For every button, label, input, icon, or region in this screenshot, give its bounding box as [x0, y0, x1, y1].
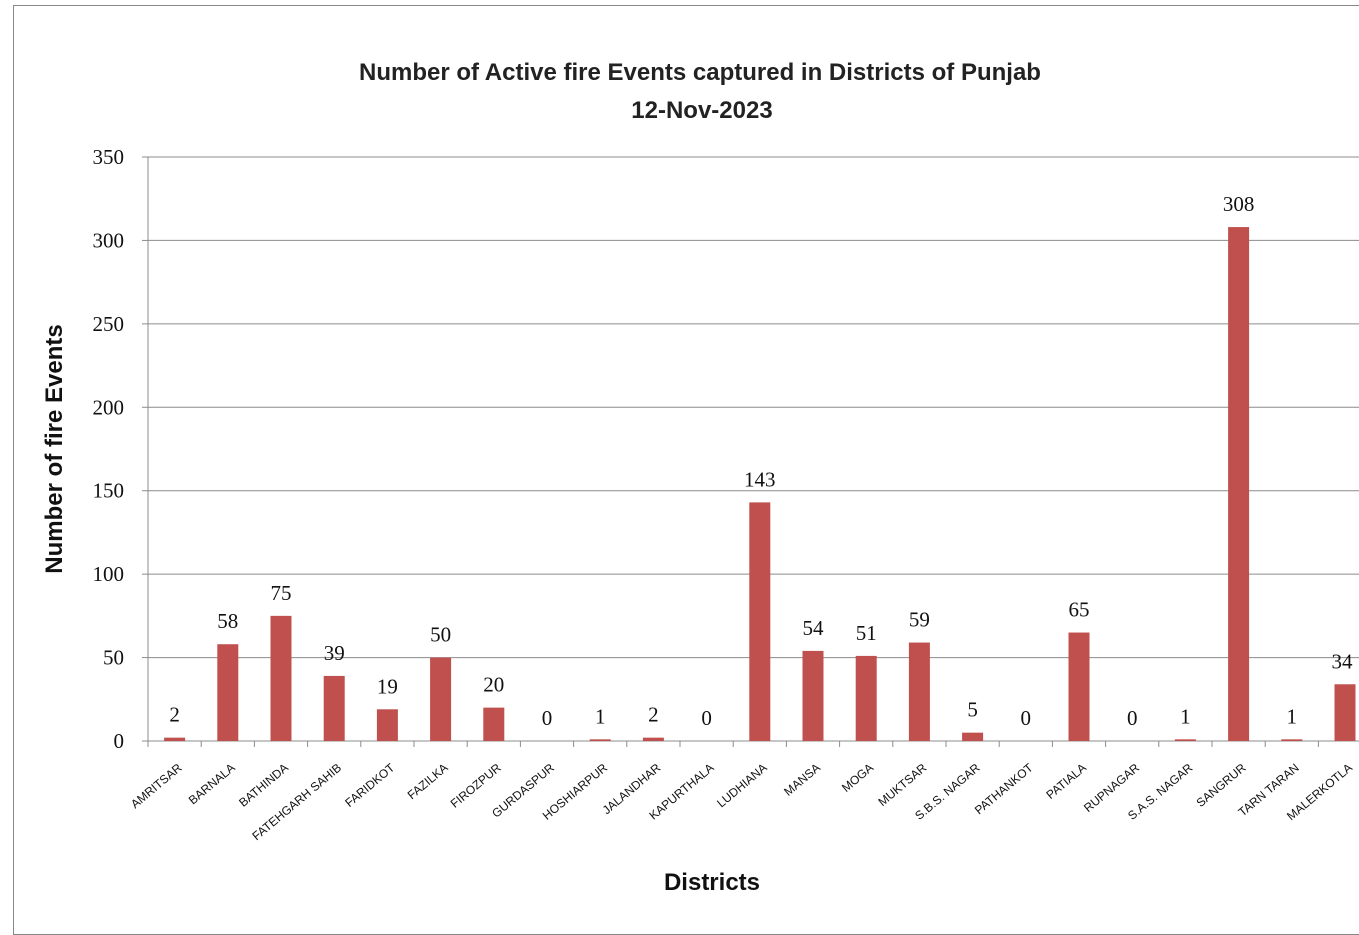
- chart-subtitle: 12-Nov-2023: [631, 97, 772, 124]
- chart-title: Number of Active fire Events captured in…: [359, 59, 1041, 86]
- bar: [376, 709, 398, 741]
- y-axis-title: Number of fire Events: [41, 324, 68, 573]
- x-tick-label: AMRITSAR: [128, 760, 185, 811]
- data-label: 65: [1069, 598, 1090, 622]
- bar: [323, 675, 345, 741]
- data-label: 0: [701, 706, 712, 730]
- data-label: 0: [1021, 706, 1032, 730]
- x-tick-label: FARIDKOT: [342, 760, 397, 810]
- data-label: 0: [542, 706, 553, 730]
- x-tick-label: LUDHIANA: [714, 761, 769, 811]
- data-label: 58: [217, 609, 238, 633]
- bar: [430, 657, 452, 741]
- bars: [164, 227, 1356, 741]
- data-label: 1: [595, 704, 606, 728]
- bar: [749, 502, 771, 741]
- y-tick-label: 150: [93, 479, 125, 503]
- y-tick-label: 100: [93, 562, 125, 586]
- x-tick-label: BATHINDA: [236, 761, 291, 810]
- bar: [802, 650, 824, 741]
- bar: [164, 737, 186, 741]
- y-tick-label: 0: [114, 729, 125, 753]
- y-tick-labels: 0 50 100 150 200 250 300 350: [93, 145, 125, 753]
- data-label: 2: [648, 703, 659, 727]
- bar: [217, 644, 239, 741]
- y-tick-label: 200: [93, 395, 125, 419]
- data-label: 1: [1287, 704, 1298, 728]
- x-tick-label: MOGA: [839, 761, 876, 795]
- data-label: 1: [1180, 704, 1191, 728]
- y-tick-label: 50: [103, 646, 124, 670]
- x-tick-label: MANSA: [781, 761, 823, 799]
- data-label: 20: [483, 673, 504, 697]
- y-tick-label: 350: [93, 145, 125, 169]
- data-label: 0: [1127, 706, 1138, 730]
- data-label: 5: [967, 698, 978, 722]
- bar: [483, 707, 505, 741]
- bar: [1068, 632, 1090, 741]
- y-tick-label: 250: [93, 312, 125, 336]
- data-label: 39: [324, 641, 345, 665]
- x-axis-title: Districts: [664, 869, 760, 896]
- x-tick-label: BARNALA: [186, 761, 238, 808]
- x-tick-label: SANGRUR: [1194, 760, 1249, 810]
- data-label: 50: [430, 623, 451, 647]
- bar: [1174, 739, 1196, 741]
- bar: [1281, 739, 1303, 741]
- bar: [589, 739, 611, 741]
- data-label: 54: [803, 616, 825, 640]
- x-tick-label: PATIALA: [1043, 761, 1088, 802]
- data-label: 2: [169, 703, 180, 727]
- bar: [855, 655, 877, 741]
- data-label: 308: [1223, 192, 1255, 216]
- x-tick-label: FIROZPUR: [448, 760, 504, 810]
- bar: [908, 642, 930, 741]
- bar: [270, 615, 292, 741]
- bar: [1228, 227, 1250, 741]
- data-label: 51: [856, 621, 877, 645]
- x-tick-label: PATHANKOT: [972, 760, 1036, 817]
- bar: [962, 732, 984, 741]
- bar: [1334, 684, 1356, 741]
- data-label: 143: [744, 467, 776, 491]
- x-tick-label: FAZILKA: [405, 761, 451, 803]
- data-label: 75: [271, 581, 292, 605]
- y-tick-label: 300: [93, 228, 125, 252]
- data-label: 59: [909, 608, 930, 632]
- x-tick-label: FATEHGARH SAHIB: [249, 761, 344, 844]
- bar: [642, 737, 664, 741]
- chart-frame: [13, 5, 1359, 935]
- x-tick-label: MUKTSAR: [875, 760, 929, 809]
- data-label: 19: [377, 674, 398, 698]
- data-label: 34: [1332, 649, 1354, 673]
